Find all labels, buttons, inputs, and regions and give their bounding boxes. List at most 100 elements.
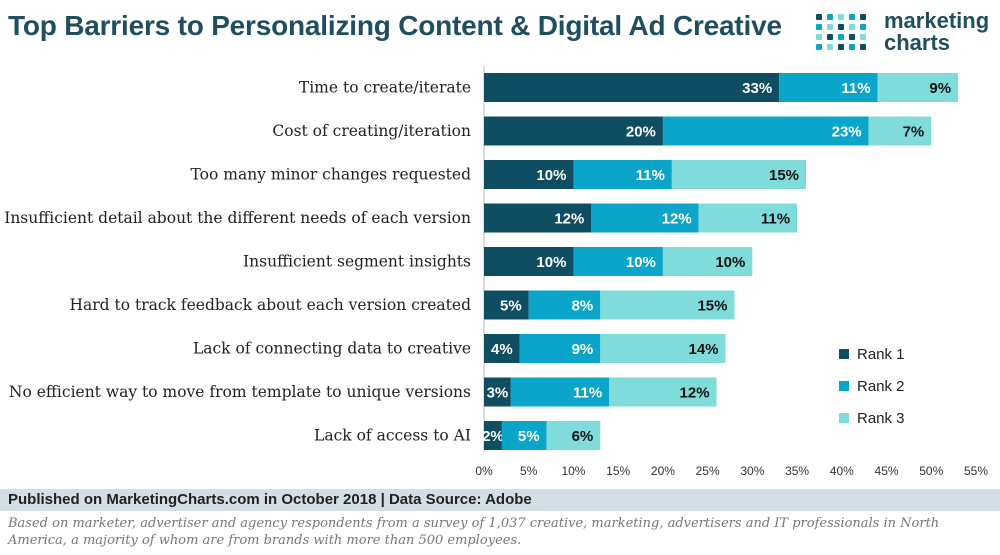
marketingcharts-logo: marketing charts [812, 8, 997, 58]
legend-swatch [839, 349, 849, 359]
data-label: 11% [841, 80, 870, 97]
logo-dot [838, 44, 844, 50]
chart-title: Top Barriers to Personalizing Content & … [8, 10, 782, 41]
logo-text-line1: marketing [884, 8, 990, 33]
x-tick-label: 25% [696, 464, 720, 478]
data-label: 10% [536, 167, 566, 184]
logo-dot [816, 24, 822, 30]
data-label: 23% [832, 124, 862, 141]
logo-dot [838, 24, 844, 30]
bar-rank-1 [484, 421, 502, 450]
bar-rank-2 [573, 247, 663, 276]
x-tick-label: 55% [964, 464, 988, 478]
category-label: Hard to track feedback about each versio… [69, 296, 471, 314]
legend-swatch [839, 381, 849, 391]
logo-dot [860, 44, 866, 50]
category-label: Insufficient segment insights [243, 253, 471, 271]
data-label: 20% [626, 124, 656, 141]
data-label: 15% [769, 167, 799, 184]
bar-rank-1 [484, 160, 574, 189]
x-tick-label: 30% [740, 464, 764, 478]
data-label: 14% [688, 341, 718, 358]
logo-text-line2: charts [884, 30, 951, 55]
logo-dot [838, 14, 844, 20]
legend-label: Rank 1 [857, 346, 905, 363]
logo-dot [838, 34, 844, 40]
bar-rank-3 [877, 73, 959, 102]
category-label: Cost of creating/iteration [272, 122, 471, 140]
data-label: 8% [572, 298, 594, 315]
legend-label: Rank 2 [857, 378, 905, 395]
data-label: 11% [636, 167, 665, 184]
data-label: 9% [929, 80, 951, 97]
bar-rank-3 [698, 203, 798, 233]
bar-rank-2 [510, 377, 610, 407]
bar-rank-2 [779, 73, 878, 102]
logo-dot [849, 34, 855, 40]
data-label: 4% [491, 341, 513, 358]
data-label: 7% [903, 124, 925, 141]
logo-dot [849, 44, 855, 50]
category-label: Insufficient detail about the different … [4, 209, 471, 227]
data-label: 10% [626, 254, 656, 271]
bar-rank-2 [528, 290, 601, 320]
data-label: 3% [487, 385, 509, 402]
x-tick-label: 45% [875, 464, 899, 478]
logo-dot [860, 14, 866, 20]
data-label: 15% [697, 298, 727, 315]
data-label: 5% [518, 428, 540, 445]
bar-rank-1 [484, 73, 780, 102]
data-label: 11% [761, 211, 790, 228]
data-label: 12% [554, 211, 584, 228]
data-label: 12% [662, 211, 692, 228]
category-label: Too many minor changes requested [191, 166, 472, 184]
bar-rank-1 [484, 203, 592, 233]
bar-rank-3 [609, 377, 717, 407]
bar-rank-3 [546, 421, 601, 450]
data-label: 9% [572, 341, 594, 358]
data-label: 33% [742, 80, 772, 97]
logo-dot [827, 14, 833, 20]
data-label: 12% [680, 385, 710, 402]
legend-label: Rank 3 [857, 410, 905, 427]
logo-dot [816, 34, 822, 40]
footer-source-bar: Published on MarketingCharts.com in Octo… [0, 489, 1000, 511]
x-tick-label: 50% [919, 464, 943, 478]
data-label: 10% [536, 254, 566, 271]
footer-note: Based on marketer, advertiser and agency… [8, 516, 940, 548]
x-tick-label: 20% [651, 464, 675, 478]
bar-rank-2 [662, 116, 869, 146]
logo-dots-icon [816, 14, 866, 50]
data-label: 6% [572, 428, 594, 445]
bar-rank-3 [671, 160, 807, 189]
x-tick-label: 10% [561, 464, 585, 478]
category-label: No efficient way to move from template t… [9, 383, 471, 401]
bar-rank-1 [484, 334, 520, 363]
bar-rank-2 [501, 421, 547, 450]
data-label: 5% [500, 298, 522, 315]
x-tick-label: 40% [830, 464, 854, 478]
logo-dot [816, 14, 822, 20]
stacked-bar-chart: Time to create/iterate 33% 11% 9% Cost of cr… [4, 66, 988, 478]
bar-rank-3 [868, 116, 932, 146]
logo-dot [849, 14, 855, 20]
bar-rank-3 [600, 334, 726, 363]
logo-text: marketing charts [884, 10, 989, 54]
logo-dot [860, 24, 866, 30]
bar-rank-2 [591, 203, 699, 233]
bar-rank-1 [484, 377, 511, 407]
footer-source: Published on MarketingCharts.com in Octo… [8, 491, 532, 508]
bar-rank-3 [662, 247, 753, 276]
category-label: Lack of access to AI [314, 427, 471, 445]
bar-rank-2 [573, 160, 672, 189]
bar-rank-2 [519, 334, 601, 363]
bar-rank-3 [600, 290, 735, 320]
x-tick-label: 15% [606, 464, 630, 478]
logo-dot [827, 34, 833, 40]
logo-dot [849, 24, 855, 30]
bar-rank-1 [484, 247, 574, 276]
logo-dot [827, 24, 833, 30]
logo-dot [827, 44, 833, 50]
category-label: Lack of connecting data to creative [193, 340, 471, 358]
data-label: 11% [573, 385, 602, 402]
